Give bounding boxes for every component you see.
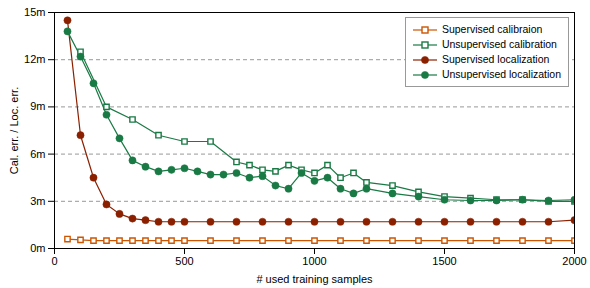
html-text:Supervised localization: Supervised localization (441, 53, 550, 65)
svg-text:15m: 15m (24, 6, 45, 18)
svg-text:12m: 12m (24, 53, 45, 65)
svg-text:0m: 0m (30, 242, 45, 254)
svg-text:0: 0 (51, 255, 57, 267)
svg-text:6m: 6m (30, 148, 45, 160)
svg-text:# used training samples: # used training samples (256, 273, 373, 285)
html-text:Unsupervised localization: Unsupervised localization (441, 68, 561, 80)
svg-text:Cal. err. / Loc. err.: Cal. err. / Loc. err. (8, 87, 20, 174)
svg-text:1000: 1000 (302, 255, 326, 267)
html-text:Unsupervised calibration: Unsupervised calibration (441, 38, 557, 50)
svg-text:2000: 2000 (562, 255, 586, 267)
svg-text:1500: 1500 (432, 255, 456, 267)
html-text:Supervised calibraion: Supervised calibraion (441, 23, 543, 35)
svg-text:500: 500 (175, 255, 193, 267)
svg-text:3m: 3m (30, 195, 45, 207)
svg-text:9m: 9m (30, 100, 45, 112)
